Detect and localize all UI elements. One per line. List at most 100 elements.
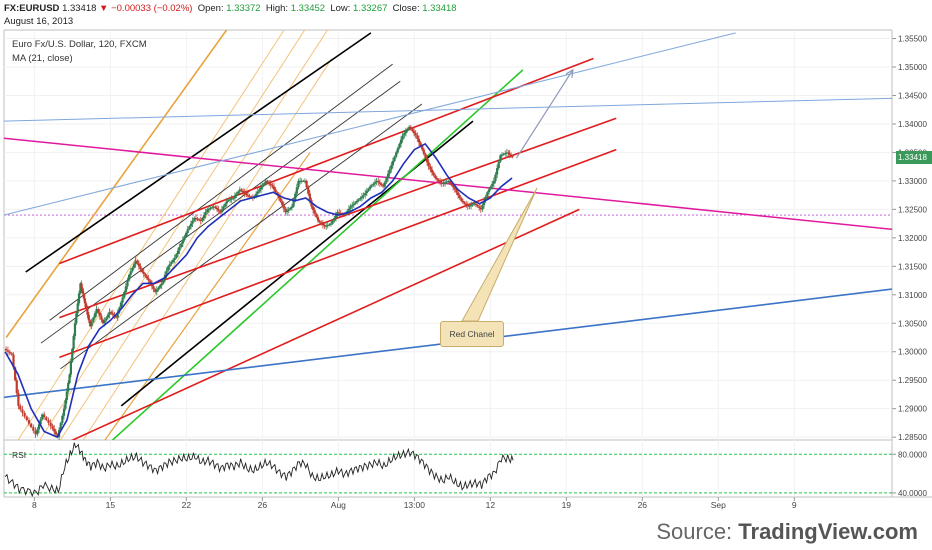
candle-body — [439, 180, 442, 183]
candle-body — [69, 361, 72, 375]
price-axis: 1.355001.350001.345001.340001.335001.330… — [892, 35, 927, 442]
annotation-callout[interactable]: Red Chanel — [440, 321, 504, 347]
time-tick-label: Aug — [331, 500, 346, 510]
candle-body — [359, 197, 362, 200]
candle-body — [89, 320, 92, 327]
candle-body — [264, 180, 267, 184]
candle-body — [352, 203, 355, 206]
candle-body — [386, 173, 390, 179]
chart-title: Euro Fx/U.S. Dollar, 120, FXCM — [12, 39, 147, 50]
candle-body — [211, 207, 214, 209]
candle-body — [165, 270, 168, 275]
candle-body — [268, 182, 271, 184]
candle-body — [51, 425, 54, 429]
time-tick-label: Sep — [711, 500, 726, 510]
candle-body — [167, 266, 170, 271]
candle-body — [274, 189, 277, 193]
candle-body — [15, 380, 18, 394]
trend-line — [60, 103, 423, 370]
candle-body — [479, 207, 482, 210]
candle-body — [496, 168, 499, 175]
candle-body — [497, 161, 500, 169]
candle-body — [59, 422, 62, 431]
callout-pointer — [461, 187, 538, 322]
candle-body — [248, 195, 251, 197]
candle-body — [261, 185, 264, 188]
candle-body — [86, 309, 89, 315]
candle-body — [271, 185, 274, 187]
candle-body — [250, 196, 253, 198]
candle-body — [263, 183, 266, 186]
close-label: Close: — [392, 3, 420, 14]
candle-body — [465, 203, 468, 206]
candle-body — [468, 205, 471, 207]
candle-body — [170, 262, 173, 265]
candle-body — [227, 200, 230, 202]
source-prefix: Source: — [656, 519, 739, 544]
candle-body — [456, 192, 460, 196]
candle-body — [500, 154, 504, 156]
candle-body — [445, 181, 448, 183]
candle-body — [201, 217, 204, 221]
price-tick-label: 1.32500 — [898, 205, 927, 214]
candle-body — [152, 286, 155, 290]
candle-body — [25, 416, 28, 421]
indicator-label: MA (21, close) — [12, 53, 73, 64]
candle-body — [426, 158, 429, 163]
candle-body — [204, 212, 207, 216]
high-label: High: — [265, 3, 289, 14]
candle-body — [308, 193, 311, 201]
candle-body — [469, 205, 473, 207]
high-value: 1.33452 — [290, 3, 326, 14]
candle-body — [27, 420, 31, 424]
last-price: 1.33418 — [62, 3, 97, 14]
candle-body — [87, 314, 90, 321]
candle-body — [318, 220, 321, 223]
candle-body — [67, 383, 70, 392]
candle-body — [504, 153, 507, 155]
candle-body — [364, 193, 367, 196]
candle-body — [155, 289, 158, 292]
price-tick-label: 1.28500 — [898, 433, 927, 442]
candle-body — [417, 138, 421, 143]
candle-body — [207, 208, 211, 210]
trend-line — [82, 58, 333, 440]
candle-body — [189, 223, 193, 227]
candle-body — [508, 153, 511, 155]
candle-body — [145, 276, 149, 279]
candle-body — [72, 336, 75, 349]
candle-body — [486, 192, 489, 197]
candle-body — [173, 257, 176, 260]
candle-body — [455, 189, 458, 193]
candle-body — [300, 180, 303, 182]
candle-body — [349, 206, 352, 209]
rsi-label: RSI — [12, 450, 26, 460]
candle-body — [256, 191, 259, 194]
trend-lines — [4, 30, 892, 440]
candle-body — [390, 165, 393, 170]
candle-body — [202, 215, 206, 218]
price-tick-label: 1.29000 — [898, 405, 927, 414]
price-tick-label: 1.30000 — [898, 348, 927, 357]
candle-body — [39, 419, 42, 425]
candle-body — [432, 172, 435, 176]
candle-body — [307, 187, 310, 194]
candle-body — [19, 405, 22, 410]
candle-body — [12, 354, 15, 368]
candle-body — [416, 135, 419, 139]
candle-body — [258, 189, 261, 192]
candle-body — [378, 182, 381, 184]
rsi-tick-label: 40.0000 — [898, 489, 927, 498]
candle-body — [285, 210, 289, 213]
candle-body — [171, 259, 175, 263]
candle-body — [369, 186, 372, 189]
candle-body — [373, 182, 377, 184]
candle-body — [92, 317, 95, 322]
trend-line — [70, 208, 580, 440]
candle-body — [111, 313, 114, 315]
candle-body — [279, 197, 282, 202]
candle-body — [158, 285, 162, 288]
candle-body — [54, 431, 57, 435]
candle-body — [41, 414, 44, 420]
